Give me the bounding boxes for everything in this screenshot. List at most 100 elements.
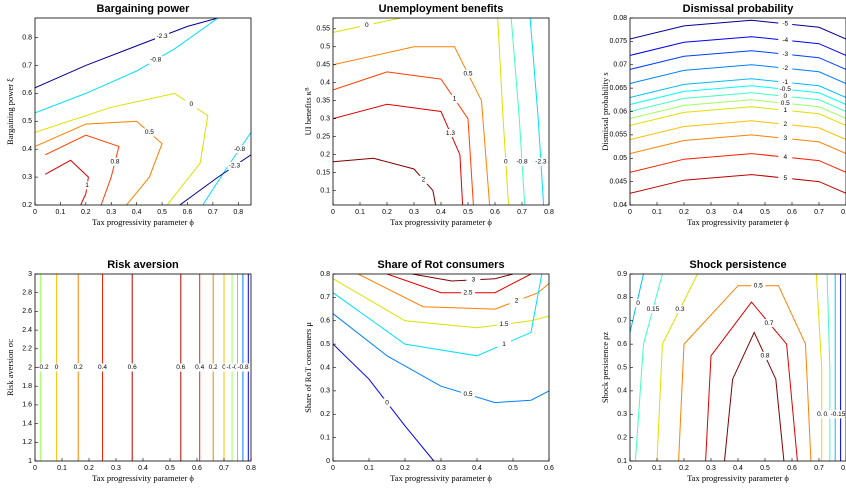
contour-label-bg	[497, 340, 511, 349]
contour-line	[202, 132, 251, 205]
x-tick-label: 0.7	[219, 465, 229, 472]
contour-line	[412, 274, 514, 282]
contour-label: 0	[385, 399, 389, 406]
contour-label-bg	[778, 50, 793, 59]
y-tick-label: 0.3	[22, 174, 32, 181]
y-tick-label: 1.4	[22, 420, 32, 427]
contour-label-bg	[461, 288, 475, 297]
y-tick-label: 3	[28, 271, 32, 278]
x-tick-label: 0.8	[246, 465, 256, 472]
contour-label-bg	[227, 161, 242, 170]
y-axis-label: Risk aversion σc	[5, 339, 15, 396]
contour-label: 2	[422, 177, 426, 184]
x-tick-label: 0.7	[814, 465, 824, 472]
contour-line	[44, 134, 120, 205]
y-tick-label: 0.45	[316, 62, 330, 69]
panel: Unemployment benefits Tax progressivity p…	[303, 3, 554, 227]
y-tick-label: 0.8	[617, 294, 627, 301]
contour-label-bg	[80, 181, 95, 190]
contour-label-bg	[498, 157, 513, 166]
y-tick-label: 0.055	[609, 132, 627, 139]
contour-label-bg	[778, 174, 793, 183]
contour-label: 2.5	[463, 289, 472, 296]
y-tick-label: 1	[28, 458, 32, 465]
x-tick-label: 0	[331, 465, 335, 472]
contour-line	[630, 64, 846, 84]
contour-label: 0.7	[765, 320, 774, 327]
contour-label-bg	[461, 69, 475, 78]
contour-label: 0.8	[760, 353, 769, 360]
x-tick-label: 0.2	[84, 465, 94, 472]
y-tick-label: 2.6	[22, 308, 32, 315]
panel: Share of Rot consumers Tax progressivity …	[303, 259, 554, 483]
contour-label-bg	[778, 85, 793, 94]
contour-label: -0.2	[37, 364, 49, 371]
x-tick-label: 0.1	[57, 465, 67, 472]
y-tick-label: 0.8	[22, 34, 32, 41]
contour-label-bg	[778, 153, 793, 162]
contour-label: 0	[55, 364, 59, 371]
contour-label-bg	[778, 120, 793, 129]
contour-line	[724, 331, 785, 461]
y-tick-label: 0.1	[617, 458, 627, 465]
panel: Shock persistence Tax progressivity param…	[600, 259, 846, 483]
contours: -0.200.20.40.60.60.40.20-0.2-0.4-0.6-0.8	[36, 274, 250, 461]
y-tick-label: 0.07	[613, 62, 627, 69]
contour-label-bg	[108, 157, 123, 166]
y-tick-label: 0.9	[617, 271, 627, 278]
y-tick-label: 0.08	[613, 15, 627, 22]
x-axis-label: Tax progressivity parameter ϕ	[390, 217, 492, 227]
y-tick-label: 0.5	[617, 364, 627, 371]
contour-label: 0.15	[647, 306, 660, 313]
x-tick-label: 0.8	[841, 465, 846, 472]
contour-label-bg	[672, 305, 687, 314]
y-tick-label: 0.6	[320, 318, 330, 325]
x-tick-label: 0.3	[409, 209, 419, 216]
contour-label: -0.8	[150, 57, 162, 64]
y-tick-label: 0.4	[617, 388, 627, 395]
contour-label: 0.6	[176, 364, 185, 371]
contour-label: 0	[189, 101, 193, 108]
contour-line	[333, 278, 549, 329]
x-axis-label: Tax progressivity parameter ϕ	[687, 473, 789, 483]
contour-label-bg	[192, 363, 207, 372]
contour-line	[630, 153, 846, 173]
contour-label-bg	[206, 363, 221, 372]
contour-label-bg	[466, 275, 481, 284]
y-tick-label: 0.7	[320, 294, 330, 301]
x-tick-label: 0.4	[733, 465, 743, 472]
x-tick-label: 0.5	[760, 465, 770, 472]
y-tick-label: 0.35	[316, 98, 330, 105]
contour-label: 0.6	[128, 364, 137, 371]
y-axis-label: UI benefits κᴮ	[303, 87, 313, 135]
x-tick-label: 0.2	[81, 209, 91, 216]
contour-label-bg	[443, 129, 458, 138]
x-tick-label: 0.6	[544, 465, 554, 472]
contour-label: 1	[502, 341, 506, 348]
contour-label: 0	[365, 22, 369, 29]
x-tick-label: 0.6	[787, 209, 797, 216]
x-tick-label: 0.4	[132, 209, 142, 216]
contour-label-bg	[831, 410, 845, 419]
contour-label: 0.8	[111, 158, 120, 165]
y-tick-label: 0	[326, 458, 330, 465]
contour-label: 5	[783, 175, 787, 182]
x-tick-label: 0	[33, 465, 37, 472]
x-tick-label: 0.3	[706, 465, 716, 472]
y-tick-label: 2.2	[22, 346, 32, 353]
x-tick-label: 0.2	[382, 209, 392, 216]
contour-label: -2.3	[535, 159, 547, 166]
x-tick-label: 0.7	[517, 209, 527, 216]
y-tick-label: 0.06	[613, 108, 627, 115]
panel: Dismissal probability Tax progressivity p…	[600, 3, 846, 227]
contour-label-bg	[184, 100, 199, 109]
contour-line	[333, 313, 549, 404]
contour-label: -0.8	[237, 364, 249, 371]
x-tick-label: 0.4	[436, 209, 446, 216]
x-tick-label: 0.5	[508, 465, 518, 472]
contour-line	[386, 274, 532, 294]
y-tick-label: 0.1	[320, 187, 330, 194]
y-tick-label: 2	[28, 364, 32, 371]
x-tick-label: 0.1	[652, 465, 662, 472]
panel-title: Share of Rot consumers	[377, 259, 504, 271]
